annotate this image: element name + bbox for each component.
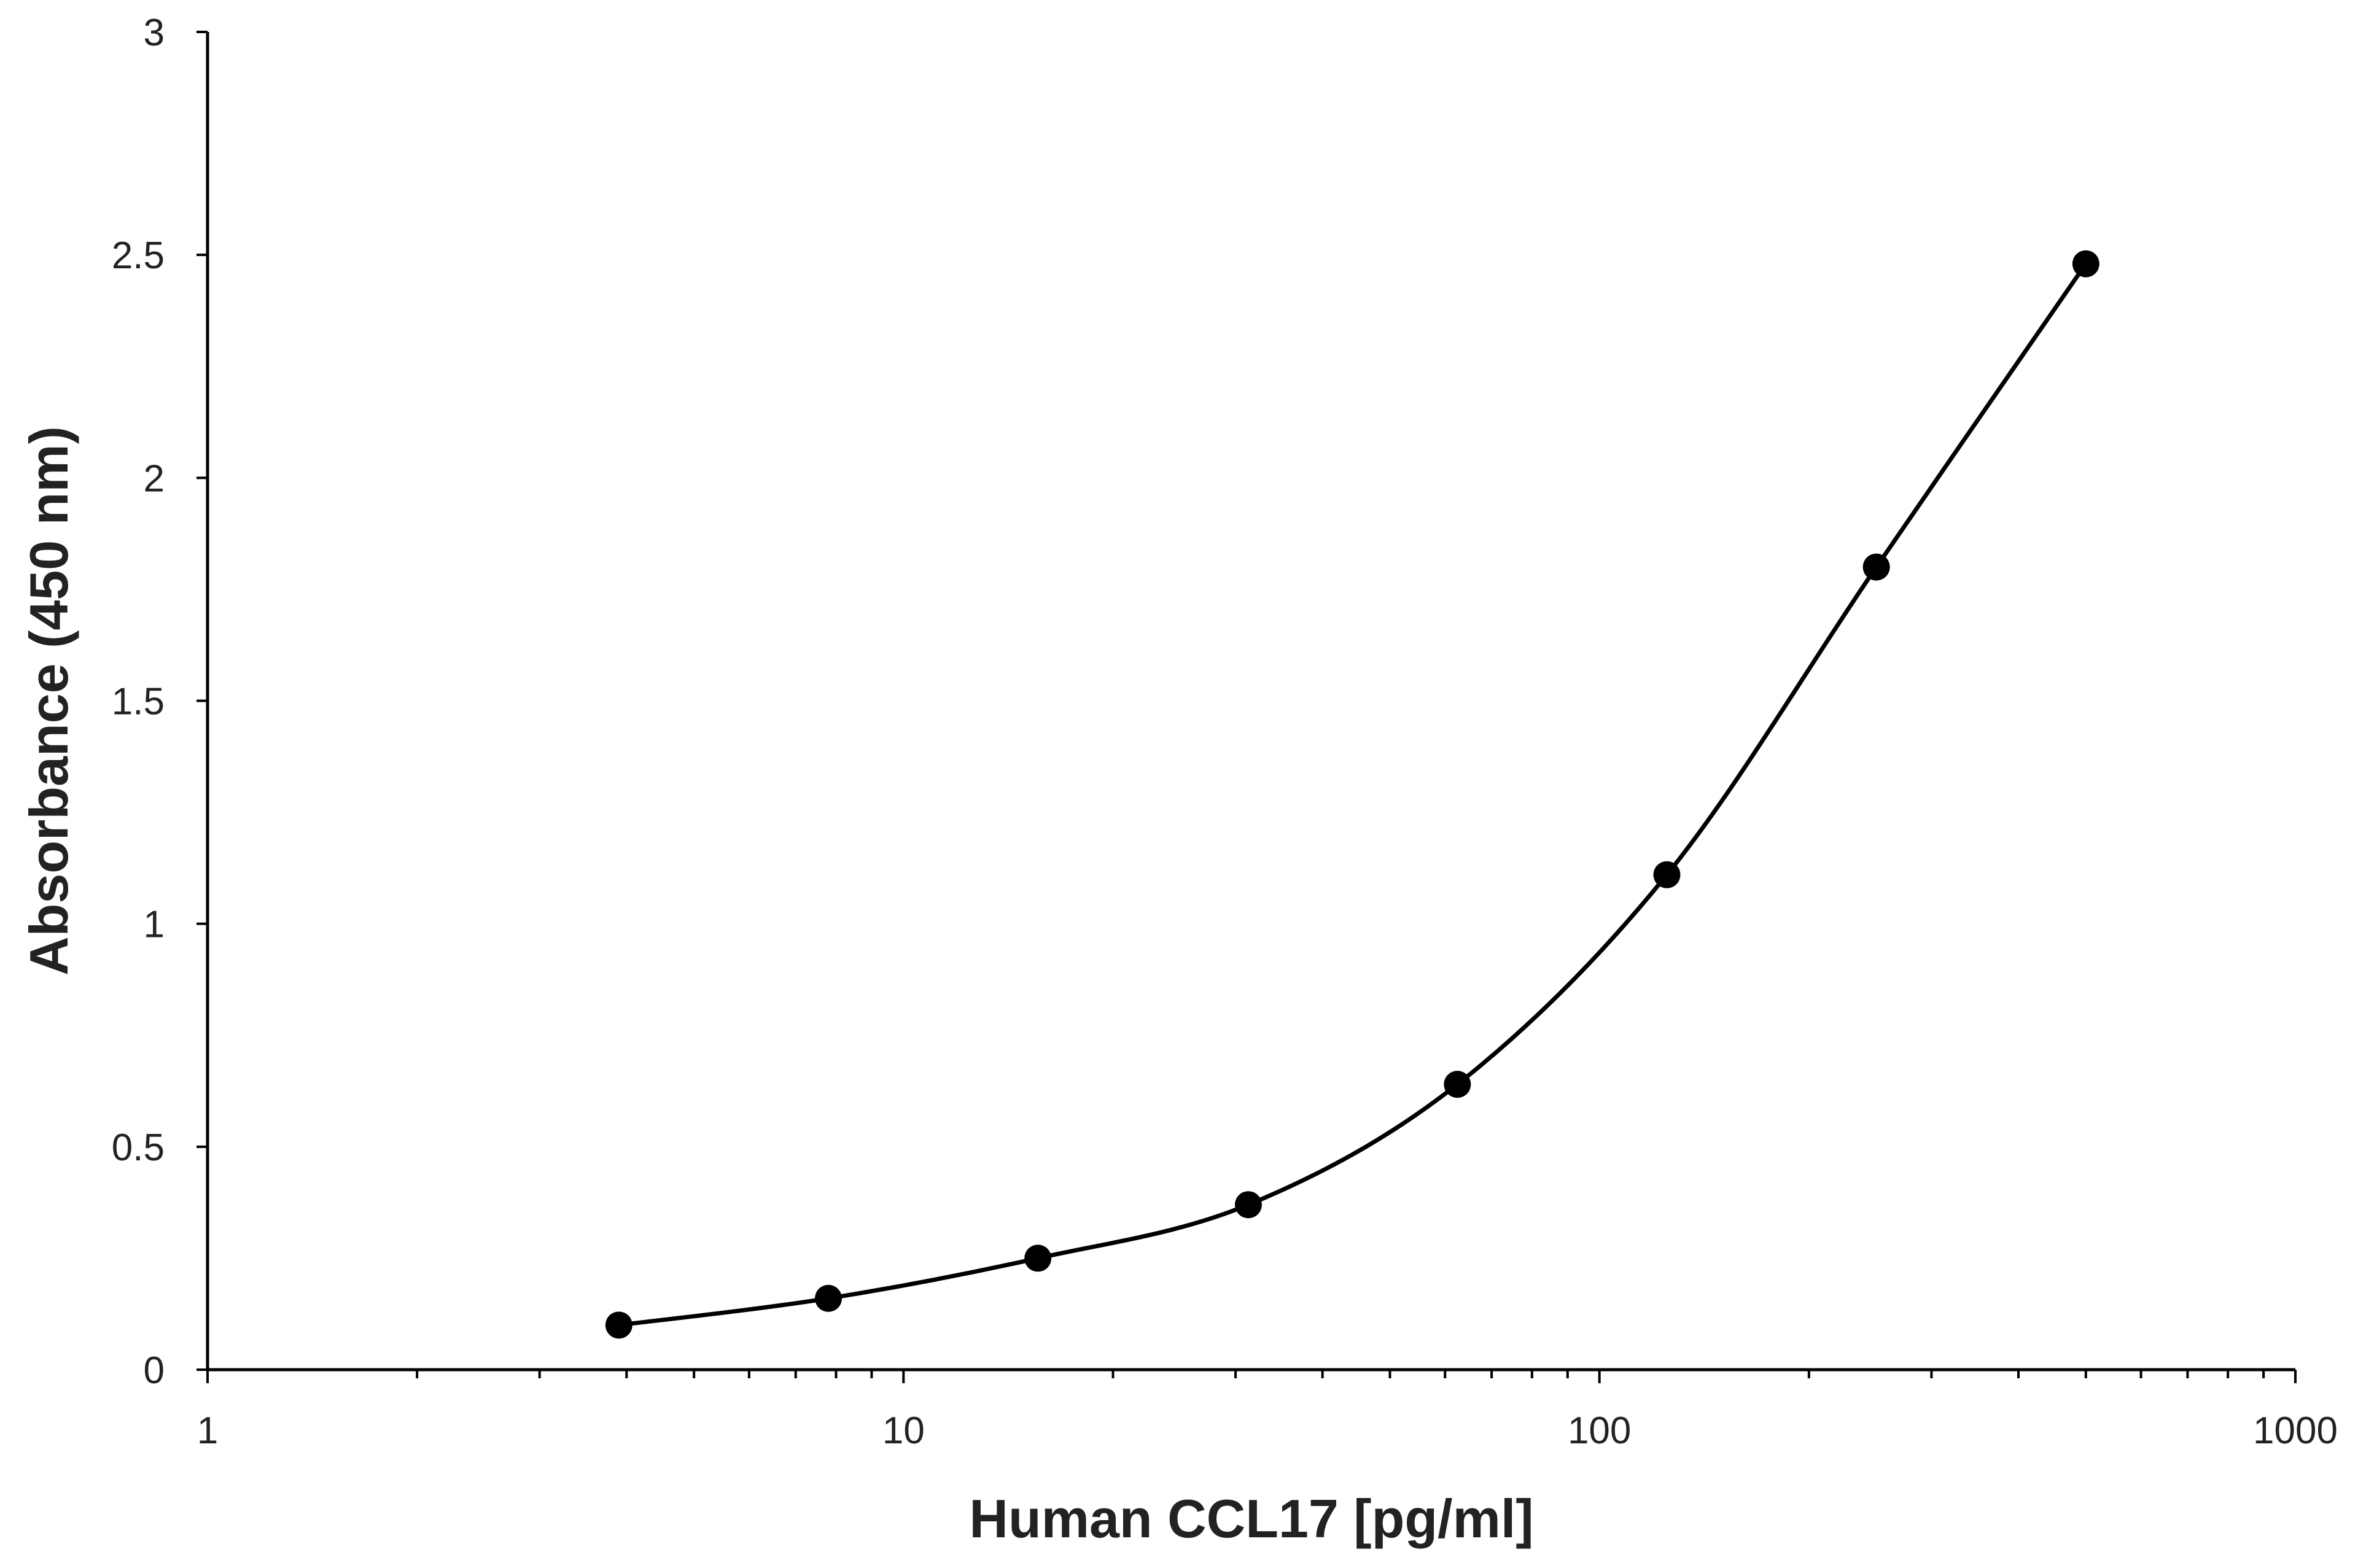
- data-point: [2072, 250, 2099, 278]
- x-tick-label: 1000: [2253, 1410, 2338, 1452]
- y-tick-label: 3: [144, 12, 165, 54]
- data-point: [1862, 553, 1890, 581]
- x-tick-label: 1: [197, 1410, 218, 1452]
- x-axis-title: Human CCL17 [pg/ml]: [969, 1488, 1533, 1549]
- data-point: [815, 1284, 842, 1312]
- x-tick-label: 100: [1568, 1410, 1631, 1452]
- y-tick-label: 2.5: [112, 235, 165, 277]
- data-point: [1024, 1244, 1052, 1272]
- y-axis-title: Absorbance (450 nm): [18, 426, 79, 976]
- x-ticks: 1 10 100 1000: [197, 1370, 2338, 1452]
- data-point: [1653, 861, 1681, 888]
- x-tick-label: 10: [882, 1410, 925, 1452]
- series-group: [605, 250, 2099, 1339]
- series-line: [618, 262, 2088, 1327]
- y-tick-label: 0.5: [112, 1127, 165, 1169]
- y-ticks: 0 0.5 1 1.5 2 2.5 3: [112, 12, 208, 1392]
- data-point: [1234, 1191, 1262, 1219]
- data-point: [1444, 1071, 1471, 1098]
- data-point: [605, 1311, 632, 1339]
- y-tick-label: 0: [144, 1349, 165, 1392]
- y-tick-label: 2: [144, 457, 165, 500]
- y-tick-label: 1.5: [112, 681, 165, 723]
- y-tick-label: 1: [144, 904, 165, 946]
